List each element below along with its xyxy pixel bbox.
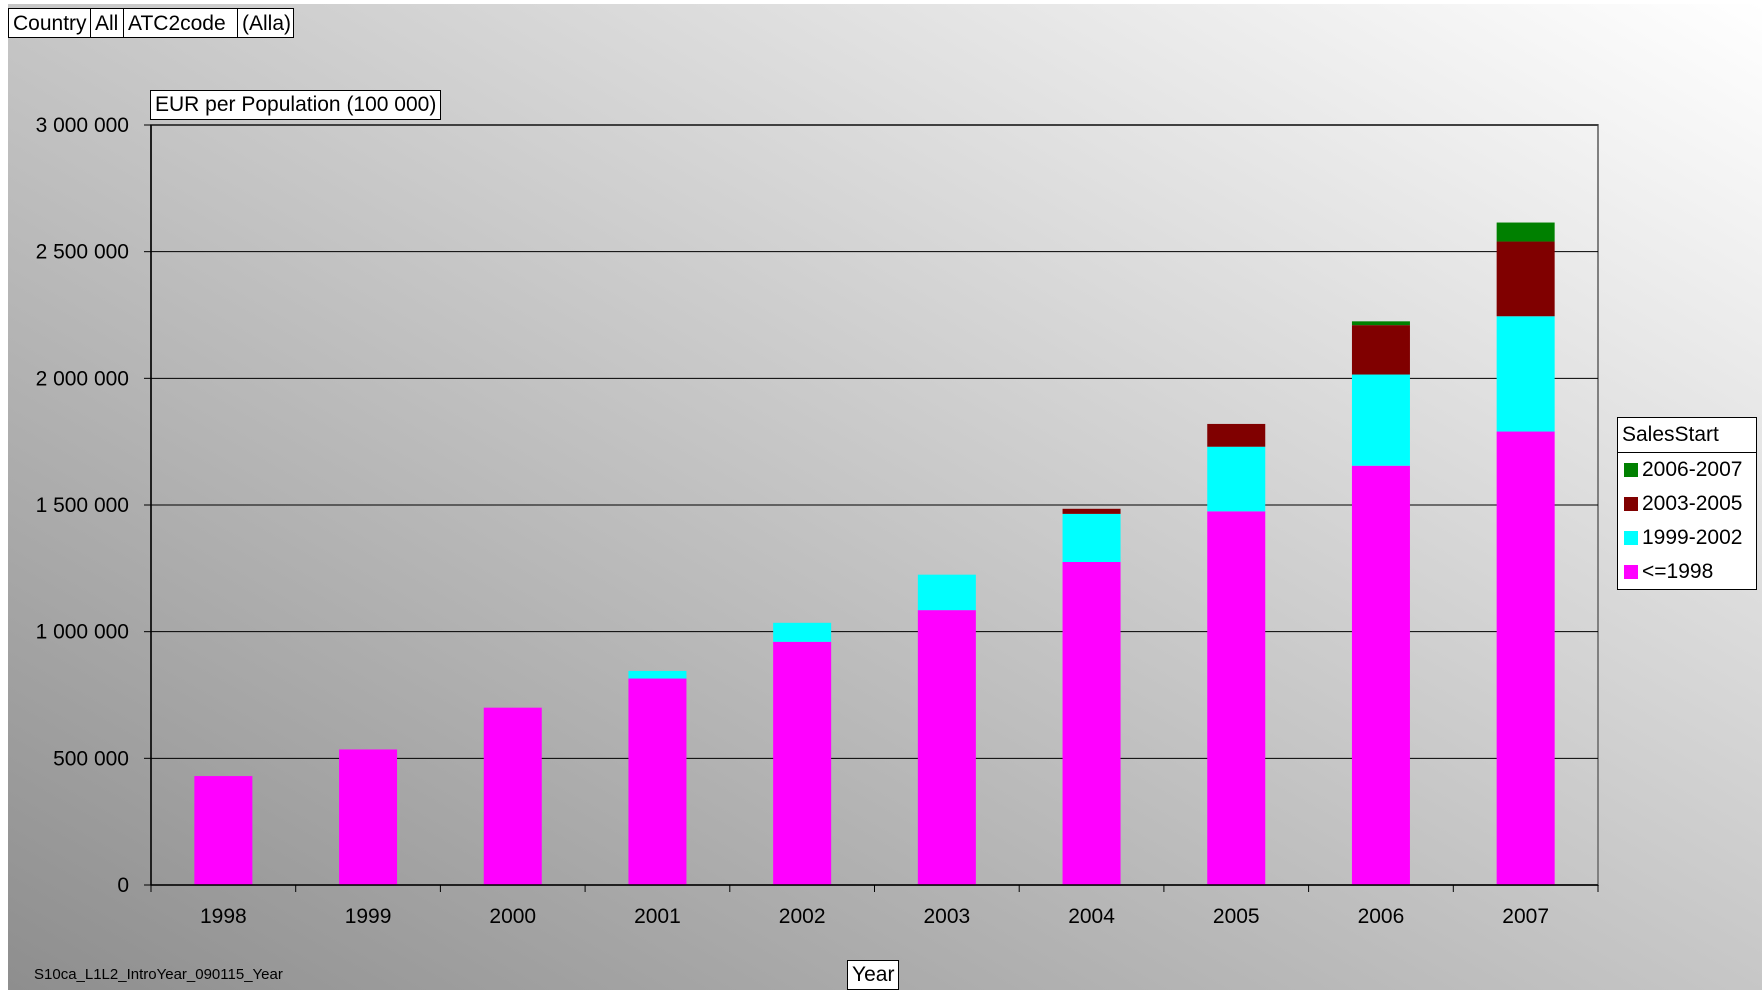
bars xyxy=(194,222,1555,885)
bar-2002-1998 xyxy=(773,641,832,885)
legend-items: 2006-2007 2003-2005 1999-2002 <=1998 xyxy=(1618,453,1756,589)
bar-2004-2003-2005 xyxy=(1062,508,1121,514)
filter-country-value[interactable]: All xyxy=(90,8,124,38)
bar-1999-1998 xyxy=(339,749,398,885)
bar-2005-1999-2002 xyxy=(1207,446,1266,512)
x-tick-label: 2003 xyxy=(923,905,970,928)
filter-country-field[interactable]: Country xyxy=(8,8,91,38)
x-tick-label: 2004 xyxy=(1068,905,1115,928)
x-tick-label: 1998 xyxy=(200,905,247,928)
axes: 0 500 000 1 000 000 1 500 000 2 000 000 2 500… xyxy=(36,114,1599,928)
x-tick-label: 2002 xyxy=(779,905,826,928)
legend-swatch xyxy=(1624,565,1638,579)
legend-label: 1999-2002 xyxy=(1642,526,1743,549)
bar-2000-1998 xyxy=(483,707,542,885)
x-tick-label: 2005 xyxy=(1213,905,1260,928)
bar-2006-1999-2002 xyxy=(1351,374,1410,466)
bar-2005-1998 xyxy=(1207,511,1266,885)
legend-item[interactable]: 1999-2002 xyxy=(1618,521,1756,555)
x-tick-label: 2000 xyxy=(489,905,536,928)
y-tick-label: 3 000 000 xyxy=(36,114,129,137)
legend-title[interactable]: SalesStart xyxy=(1618,418,1756,453)
x-tick-label: 2001 xyxy=(634,905,681,928)
legend-label: <=1998 xyxy=(1642,560,1714,583)
x-axis-label[interactable]: Year xyxy=(847,960,900,990)
y-axis-label[interactable]: EUR per Population (100 000) xyxy=(150,90,442,120)
bar-2005-2003-2005 xyxy=(1207,423,1266,447)
bar-2006-2006-2007 xyxy=(1351,321,1410,326)
bar-2007-1999-2002 xyxy=(1496,316,1555,432)
y-tick-label: 2 500 000 xyxy=(36,241,129,264)
bar-2007-2003-2005 xyxy=(1496,241,1555,317)
legend-item[interactable]: <=1998 xyxy=(1618,555,1756,589)
bar-2002-1999-2002 xyxy=(773,622,832,642)
bar-2004-1999-2002 xyxy=(1062,513,1121,562)
bar-2001-1999-2002 xyxy=(628,670,687,679)
legend-swatch xyxy=(1624,463,1638,477)
bar-2003-1998 xyxy=(917,610,976,885)
footer-note: S10ca_L1L2_IntroYear_090115_Year xyxy=(34,966,283,983)
bar-1998-1998 xyxy=(194,776,253,885)
legend-label: 2003-2005 xyxy=(1642,492,1743,515)
bar-2003-1999-2002 xyxy=(917,574,976,611)
legend-swatch xyxy=(1624,497,1638,511)
legend-item[interactable]: 2003-2005 xyxy=(1618,487,1756,521)
legend: SalesStart 2006-2007 2003-2005 1999-2002 <=… xyxy=(1617,417,1757,590)
bar-2007-1998 xyxy=(1496,431,1555,885)
legend-swatch xyxy=(1624,531,1638,545)
x-tick-label: 2007 xyxy=(1502,905,1549,928)
bar-2006-2003-2005 xyxy=(1351,325,1410,375)
bar-2007-2006-2007 xyxy=(1496,222,1555,242)
bar-2006-1998 xyxy=(1351,465,1410,885)
legend-item[interactable]: 2006-2007 xyxy=(1618,453,1756,487)
bar-2001-1998 xyxy=(628,678,687,885)
bar-2004-1998 xyxy=(1062,562,1121,885)
legend-label: 2006-2007 xyxy=(1642,458,1743,481)
y-tick-label: 500 000 xyxy=(53,747,129,770)
filter-atc2code-value[interactable]: (Alla) xyxy=(237,8,294,38)
x-tick-label: 1999 xyxy=(345,905,392,928)
filter-atc2code-field[interactable]: ATC2code xyxy=(123,8,238,38)
y-tick-label: 1 000 000 xyxy=(36,621,129,644)
chart-background xyxy=(8,4,1762,990)
y-tick-label: 2 000 000 xyxy=(36,367,129,390)
y-tick-label: 0 xyxy=(117,874,129,897)
x-tick-label: 2006 xyxy=(1358,905,1405,928)
y-tick-label: 1 500 000 xyxy=(36,494,129,517)
